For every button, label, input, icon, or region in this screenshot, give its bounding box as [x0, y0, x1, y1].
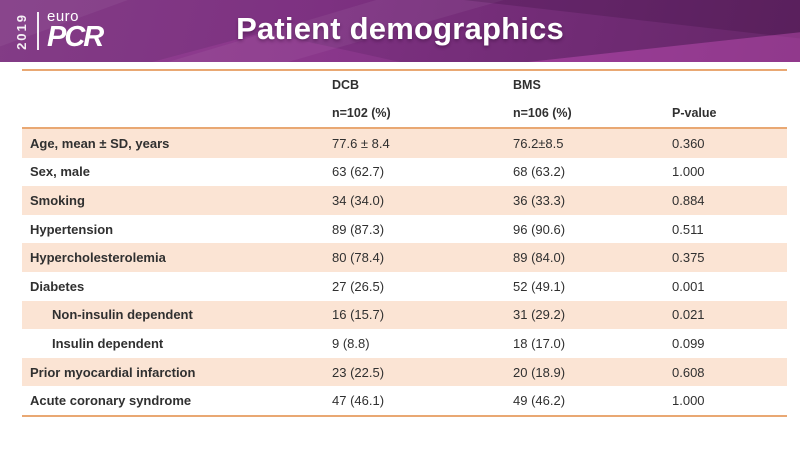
- cell-bms-value: 76.2±8.5: [513, 135, 564, 151]
- cell-dcb-value: 80 (78.4): [332, 250, 385, 266]
- header-band: 2019 euro PCR Patient demographics: [0, 0, 800, 62]
- cell-pvalue: 1.000: [672, 164, 705, 180]
- cell-bms-value: 31 (29.2): [513, 307, 566, 323]
- col-header-dcb-n: n=102 (%): [332, 105, 391, 120]
- row-label: Hypercholesterolemia: [30, 250, 166, 266]
- table-row: Hypercholesterolemia 80 (78.4) 89 (84.0)…: [22, 243, 787, 272]
- cell-pvalue: 0.884: [672, 192, 705, 208]
- cell-bms-value: 52 (49.1): [513, 278, 566, 294]
- cell-pvalue: 0.375: [672, 250, 705, 266]
- row-label: Smoking: [30, 192, 85, 208]
- cell-dcb-value: 89 (87.3): [332, 221, 385, 237]
- table-row: Age, mean ± SD, years 77.6 ± 8.4 76.2±8.…: [22, 129, 787, 158]
- logo-euro-text: euro: [47, 8, 80, 26]
- cell-dcb-value: 16 (15.7): [332, 307, 385, 323]
- cell-pvalue: 0.001: [672, 278, 705, 294]
- table-row: Sex, male 63 (62.7) 68 (63.2) 1.000: [22, 158, 787, 187]
- table-row: Non-insulin dependent 16 (15.7) 31 (29.2…: [22, 300, 787, 330]
- table-row: Hypertension 89 (87.3) 96 (90.6) 0.511: [22, 215, 787, 244]
- table-header-group-row: DCB BMS: [22, 71, 787, 98]
- col-header-dcb: DCB: [332, 77, 360, 92]
- table-row: Diabetes 27 (26.5) 52 (49.1) 0.001: [22, 272, 787, 301]
- cell-pvalue: 1.000: [672, 393, 705, 409]
- col-header-bms-n: n=106 (%): [513, 105, 572, 120]
- cell-dcb-value: 9 (8.8): [332, 335, 370, 351]
- demographics-table: DCB BMS n=102 (%) n=106 (%) P-value Age,…: [22, 69, 787, 417]
- cell-bms-value: 89 (84.0): [513, 250, 566, 266]
- cell-pvalue: 0.360: [672, 135, 705, 151]
- logo-wordmark: euro PCR: [47, 8, 104, 54]
- cell-dcb-value: 23 (22.5): [332, 364, 385, 380]
- logo-separator: [37, 12, 39, 50]
- cell-bms-value: 36 (33.3): [513, 192, 566, 208]
- table-row: Smoking 34 (34.0) 36 (33.3) 0.884: [22, 186, 787, 215]
- row-label: Non-insulin dependent: [52, 307, 193, 323]
- cell-pvalue: 0.608: [672, 364, 705, 380]
- col-header-bms: BMS: [513, 77, 541, 92]
- table-header: DCB BMS n=102 (%) n=106 (%) P-value: [22, 71, 787, 127]
- cell-dcb-value: 27 (26.5): [332, 278, 385, 294]
- europcr-logo: 2019 euro PCR: [14, 7, 104, 55]
- row-label: Diabetes: [30, 278, 85, 294]
- cell-bms-value: 68 (63.2): [513, 164, 566, 180]
- row-label: Acute coronary syndrome: [30, 393, 192, 409]
- cell-bms-value: 96 (90.6): [513, 221, 566, 237]
- logo-pcr-text: PCR: [47, 21, 104, 54]
- cell-dcb-value: 34 (34.0): [332, 192, 385, 208]
- row-label: Sex, male: [30, 164, 90, 180]
- table-header-sub-row: n=102 (%) n=106 (%) P-value: [22, 98, 787, 127]
- row-label: Prior myocardial infarction: [30, 364, 196, 380]
- row-label: Hypertension: [30, 221, 114, 237]
- col-header-pvalue: P-value: [672, 105, 717, 120]
- cell-pvalue: 0.099: [672, 335, 705, 351]
- row-label: Insulin dependent: [52, 335, 164, 351]
- cell-pvalue: 0.511: [672, 221, 704, 237]
- table-body: Age, mean ± SD, years 77.6 ± 8.4 76.2±8.…: [22, 127, 787, 417]
- cell-dcb-value: 47 (46.1): [332, 393, 385, 409]
- cell-bms-value: 18 (17.0): [513, 335, 566, 351]
- row-label: Age, mean ± SD, years: [30, 135, 170, 151]
- slide-title: Patient demographics: [236, 11, 564, 46]
- cell-bms-value: 49 (46.2): [513, 393, 566, 409]
- table-row: Prior myocardial infarction 23 (22.5) 20…: [22, 357, 787, 387]
- table-row: Acute coronary syndrome 47 (46.1) 49 (46…: [22, 386, 787, 415]
- cell-bms-value: 20 (18.9): [513, 364, 566, 380]
- table-row: Insulin dependent 9 (8.8) 18 (17.0) 0.09…: [22, 329, 787, 358]
- cell-dcb-value: 77.6 ± 8.4: [332, 135, 390, 151]
- cell-dcb-value: 63 (62.7): [332, 164, 385, 180]
- cell-pvalue: 0.021: [672, 307, 705, 323]
